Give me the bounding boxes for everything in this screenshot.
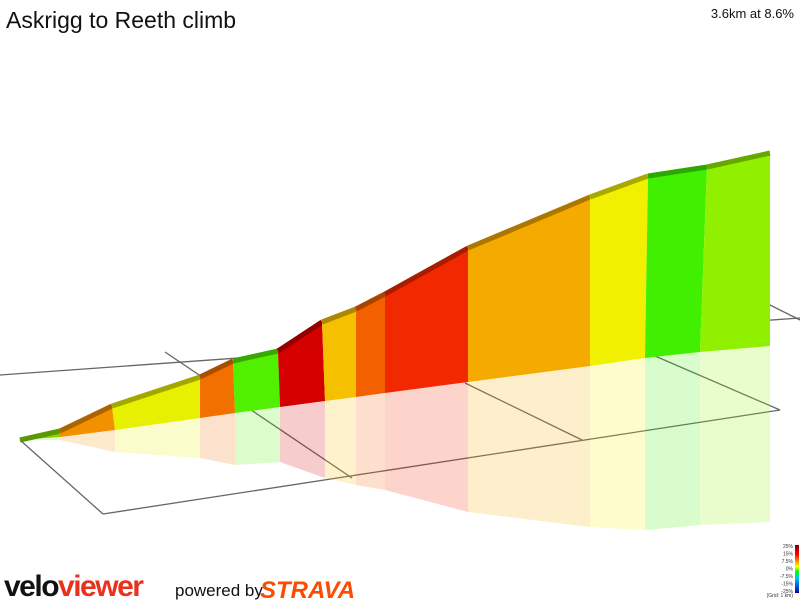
segment-edge — [354, 291, 387, 312]
segment-edge — [19, 428, 61, 443]
logo-b: viewer — [58, 570, 144, 600]
segment-edge — [383, 245, 470, 297]
legend: 25% 15%7.5% 0%-7.5% -15%-25% — [780, 544, 794, 595]
segment-edge — [198, 358, 235, 380]
segment-edge — [647, 164, 708, 179]
reflection — [468, 366, 590, 527]
reflection — [590, 358, 645, 530]
reflection — [645, 352, 700, 530]
grid-note: (Grid: 1 km) — [767, 593, 794, 599]
segment — [700, 153, 770, 352]
reflection — [115, 418, 200, 458]
segment — [233, 351, 280, 413]
legend-label: 7.5% — [782, 559, 794, 565]
reflection — [280, 401, 325, 478]
powered-by: powered by — [175, 581, 263, 600]
legend-label: 0% — [786, 567, 794, 573]
segment — [112, 377, 200, 430]
segment — [356, 294, 385, 397]
legend-label: -7.5% — [780, 574, 794, 580]
reflection — [356, 393, 385, 490]
segment-edge — [276, 319, 324, 354]
reflection — [385, 382, 468, 512]
segment — [645, 167, 707, 358]
segment — [590, 176, 648, 366]
reflection — [235, 407, 280, 465]
segment-edge — [232, 348, 279, 364]
segment — [278, 322, 325, 407]
strava-logo: STRAVA — [260, 577, 355, 600]
legend-label: -25% — [781, 589, 793, 595]
segment-edge — [58, 403, 114, 434]
segment-edge — [321, 306, 357, 325]
title: Askrigg to Reeth climb — [6, 7, 236, 33]
segment-edge — [467, 194, 591, 251]
legend-label: 15% — [783, 552, 794, 558]
segment — [322, 309, 356, 401]
legend-label: 25% — [783, 544, 794, 550]
reflection — [700, 346, 770, 525]
summary: 3.6km at 8.6% — [711, 6, 795, 21]
segment-edge — [111, 374, 201, 409]
profile — [19, 150, 771, 530]
reflection — [200, 413, 235, 465]
color-bar — [795, 545, 799, 593]
legend-label: -15% — [781, 582, 793, 588]
segment-edge — [706, 150, 771, 170]
segment-edge — [589, 173, 649, 200]
segment — [468, 197, 590, 382]
reflection — [325, 397, 356, 485]
logo: veloviewer — [4, 570, 144, 600]
logo-a: velo — [4, 570, 59, 600]
reflection — [60, 430, 115, 452]
